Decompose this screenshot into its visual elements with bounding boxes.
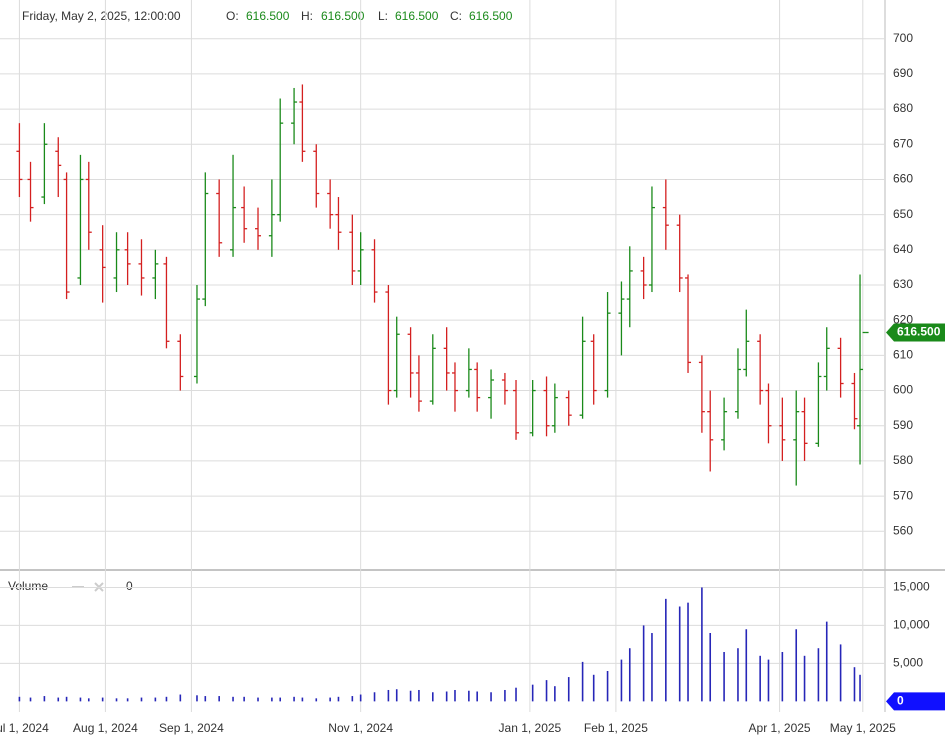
y-tick-label: 680 xyxy=(893,101,913,115)
y-tick-label: 580 xyxy=(893,453,913,467)
header-value: 616.500 xyxy=(246,9,290,23)
header-value: 616.500 xyxy=(321,9,365,23)
x-tick-label: Jul 1, 2024 xyxy=(0,721,49,735)
y-tick-label: 5,000 xyxy=(893,656,923,670)
price-badge xyxy=(886,323,945,342)
y-tick-label: 15,000 xyxy=(893,580,930,594)
x-tick-label: Apr 1, 2025 xyxy=(749,721,811,735)
header-value: 616.500 xyxy=(395,9,439,23)
y-tick-label: 690 xyxy=(893,66,913,80)
volume-badge-label: 0 xyxy=(897,694,904,708)
header-date: Friday, May 2, 2025, 12:00:00 xyxy=(22,9,181,23)
y-tick-label: 570 xyxy=(893,488,913,502)
x-tick-label: Jan 1, 2025 xyxy=(499,721,562,735)
header-label: H: xyxy=(301,9,313,23)
x-tick-label: Aug 1, 2024 xyxy=(73,721,138,735)
y-tick-label: 560 xyxy=(893,523,913,537)
x-tick-label: May 1, 2025 xyxy=(830,721,896,735)
header-label: C: xyxy=(450,9,462,23)
y-tick-label: 10,000 xyxy=(893,618,930,632)
header-label: L: xyxy=(378,9,388,23)
volume-badge xyxy=(886,692,945,711)
x-tick-label: Sep 1, 2024 xyxy=(159,721,224,735)
header-label: O: xyxy=(226,9,239,23)
volume-legend-value: 0 xyxy=(126,579,133,593)
y-tick-label: 640 xyxy=(893,242,913,256)
y-tick-label: 590 xyxy=(893,418,913,432)
y-tick-label: 620 xyxy=(893,312,913,326)
y-tick-label: 670 xyxy=(893,136,913,150)
y-tick-label: 700 xyxy=(893,31,913,45)
header-value: 616.500 xyxy=(469,9,513,23)
y-tick-label: 660 xyxy=(893,172,913,186)
x-tick-label: Nov 1, 2024 xyxy=(328,721,393,735)
y-tick-label: 610 xyxy=(893,348,913,362)
x-tick-label: Feb 1, 2025 xyxy=(584,721,648,735)
price-badge-label: 616.500 xyxy=(897,325,941,339)
y-tick-label: 650 xyxy=(893,207,913,221)
volume-legend: Volume xyxy=(8,579,48,593)
y-tick-label: 630 xyxy=(893,277,913,291)
y-tick-label: 600 xyxy=(893,383,913,397)
header: Friday, May 2, 2025, 12:00:00 O: 616.500… xyxy=(22,9,513,23)
